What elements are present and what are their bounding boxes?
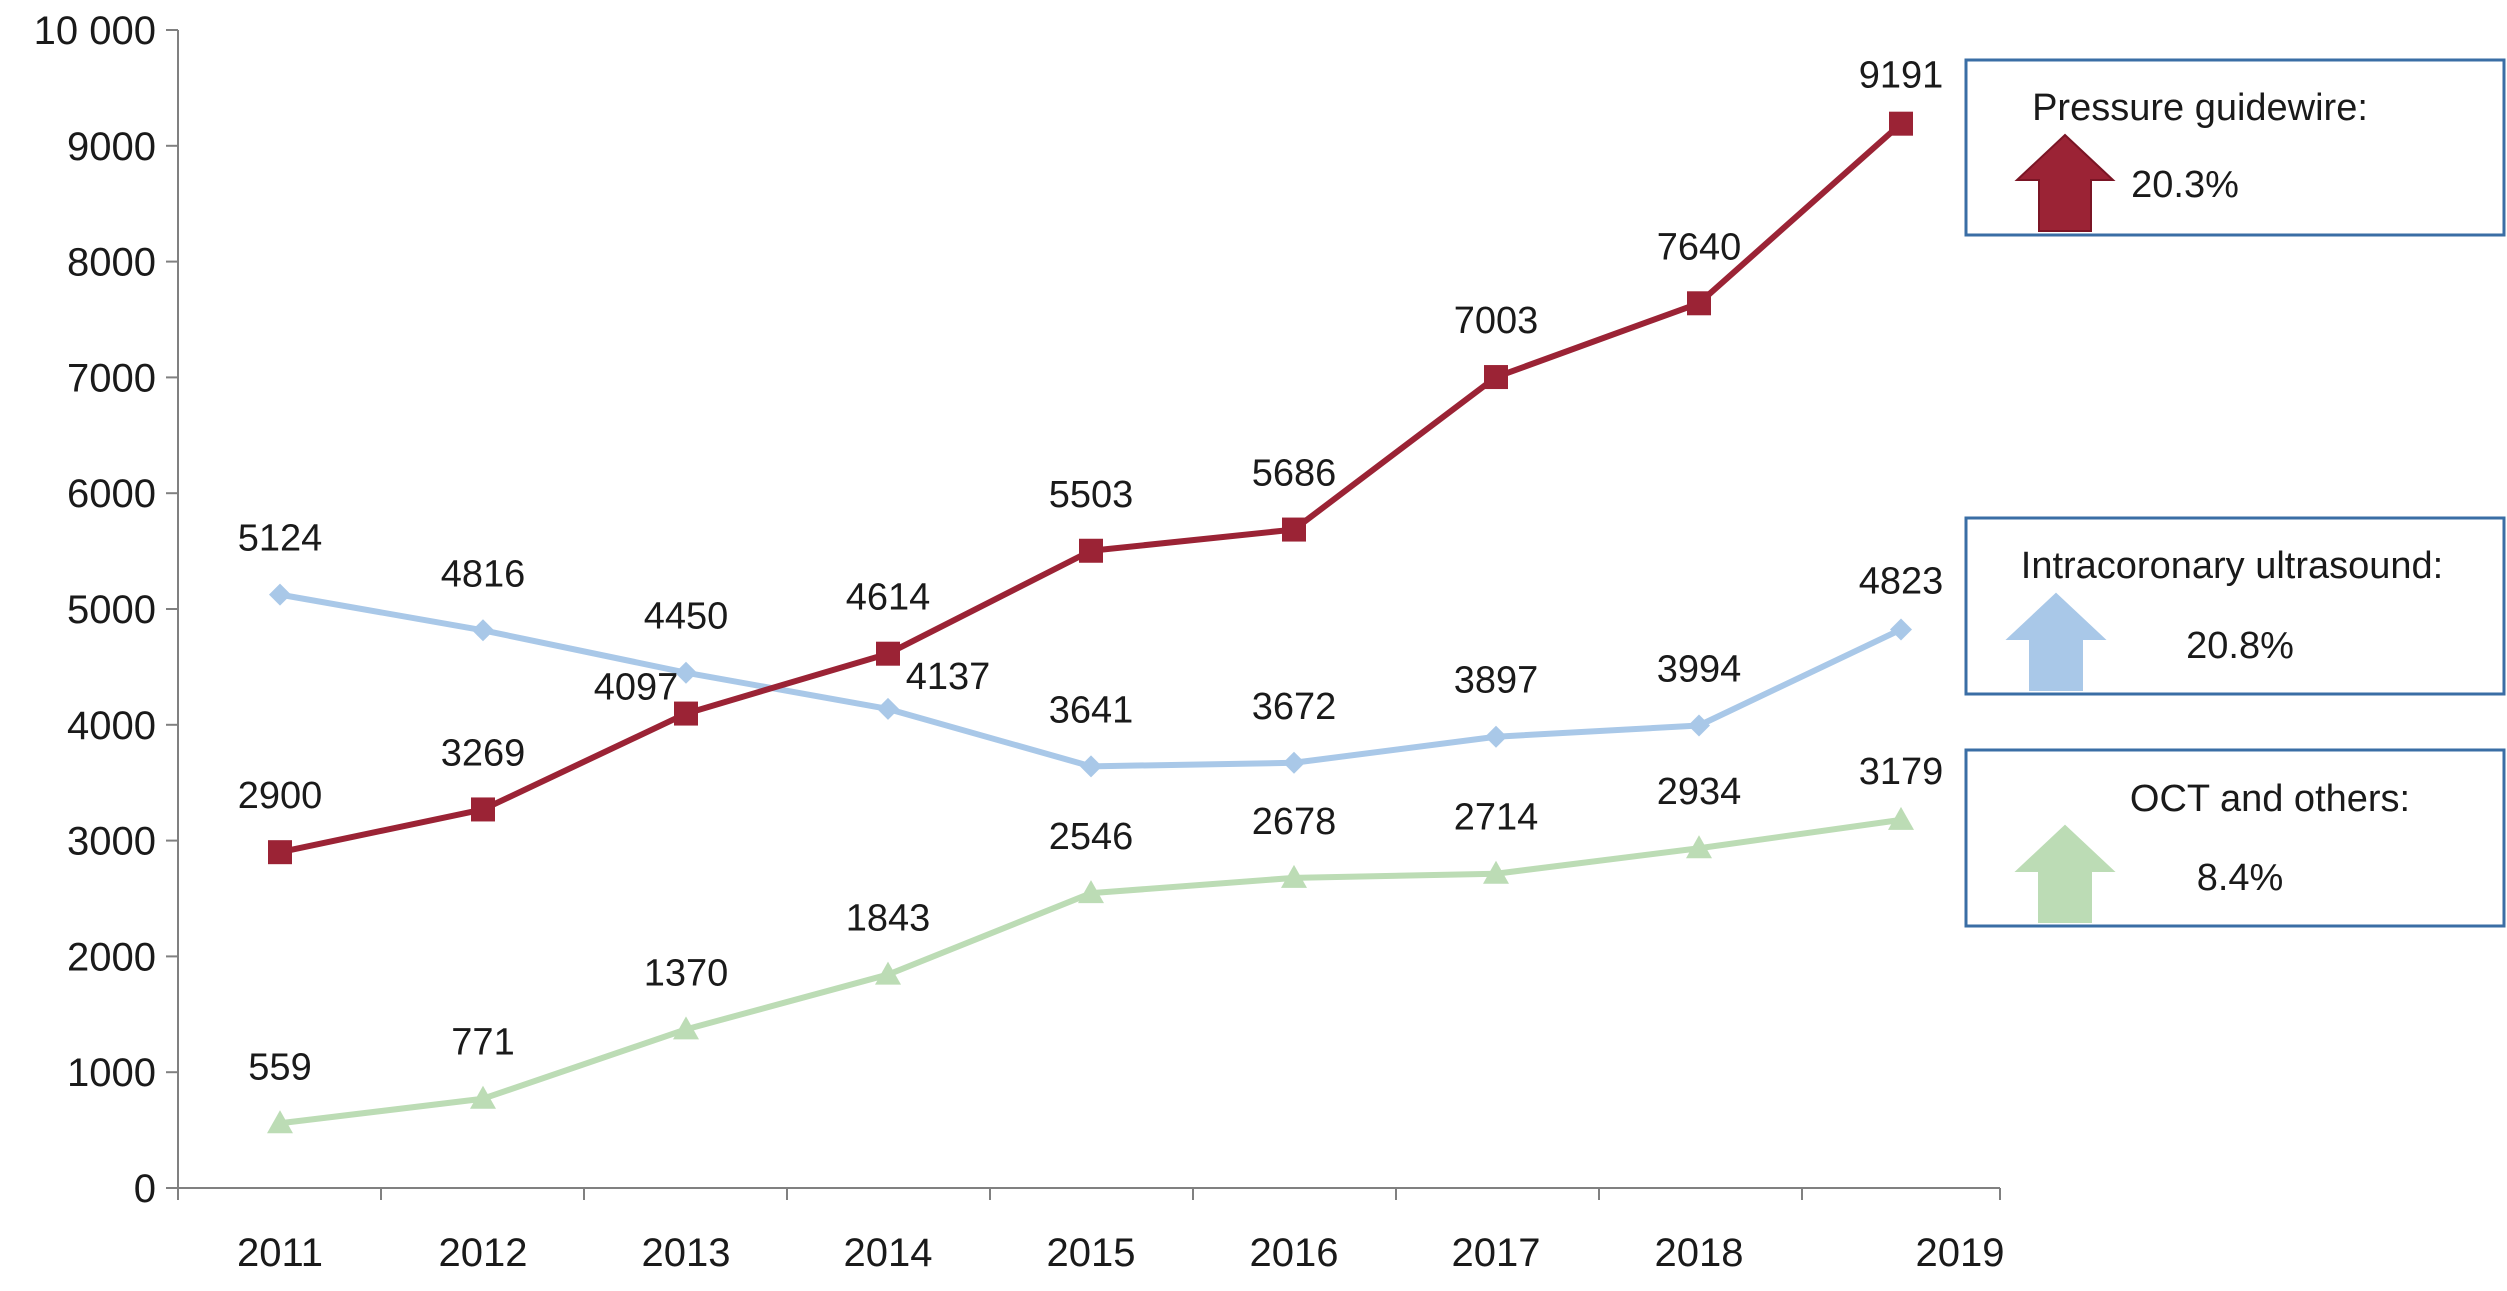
data-point-square	[471, 797, 495, 822]
legend-growth: 20.8%	[2186, 625, 2294, 667]
data-label: 3269	[441, 732, 526, 774]
data-point-square	[268, 840, 292, 865]
legend-growth: 20.3%	[2131, 164, 2239, 206]
legend-label: OCT and others:	[2130, 778, 2410, 820]
data-point-triangle	[1888, 806, 1914, 830]
data-point-square	[1282, 517, 1306, 542]
y-tick-label: 3000	[67, 820, 156, 864]
data-label: 2900	[238, 775, 323, 817]
data-point-square	[1687, 291, 1711, 316]
data-label: 4614	[846, 577, 931, 619]
data-point-square	[674, 701, 698, 726]
data-label: 5124	[238, 518, 323, 560]
data-label: 3994	[1657, 648, 1742, 690]
data-label: 1843	[846, 898, 931, 940]
data-point-diamond	[1485, 725, 1507, 748]
data-point-diamond	[1080, 755, 1102, 778]
legend-label: Pressure guidewire:	[2032, 87, 2368, 129]
data-label: 9191	[1859, 55, 1944, 97]
data-point-triangle	[1281, 864, 1307, 888]
y-tick-label: 8000	[67, 241, 156, 285]
data-label: 3641	[1049, 689, 1134, 731]
legend-item-ivus: Intracoronary ultrasound: 20.8%	[1964, 516, 2506, 696]
y-tick-label: 4000	[67, 704, 156, 748]
data-point-diamond	[877, 697, 899, 720]
data-point-diamond	[1890, 618, 1912, 641]
data-point-diamond	[472, 619, 494, 642]
data-point-diamond	[1688, 714, 1710, 737]
series-layer	[267, 111, 1914, 1134]
up-arrow-icon	[2014, 133, 2116, 232]
data-label: 4137	[906, 656, 991, 698]
data-point-triangle	[1078, 880, 1104, 904]
data-point-triangle	[1686, 835, 1712, 859]
y-tick-label: 9000	[67, 125, 156, 169]
series-ivus	[269, 583, 1912, 778]
data-label: 1370	[644, 952, 729, 994]
y-tick-label: 1000	[67, 1051, 156, 1095]
data-label: 7003	[1454, 300, 1539, 342]
y-tick-label: 0	[134, 1167, 156, 1211]
y-tick-label: 10 000	[34, 9, 156, 53]
legend-item-pressure: Pressure guidewire: 20.3%	[1964, 58, 2506, 237]
data-label: 5686	[1252, 453, 1337, 495]
data-label: 3179	[1859, 751, 1944, 793]
data-point-triangle	[673, 1016, 699, 1040]
axes: 0 1000 2000 3000 4000 5000 6000 7000 8000 9000 10 …	[34, 9, 2005, 1275]
x-tick-label: 2012	[439, 1231, 528, 1275]
x-tick-label: 2011	[237, 1231, 323, 1275]
x-tick-label: 2015	[1047, 1231, 1136, 1275]
data-label: 2934	[1657, 771, 1742, 813]
data-label: 2546	[1049, 816, 1134, 858]
series-line-oct	[279, 816, 1902, 1127]
data-point-square	[876, 641, 900, 666]
data-point-triangle	[267, 1110, 293, 1134]
series-pressure	[268, 111, 1913, 865]
data-label: 4097	[594, 667, 679, 709]
x-tick-label: 2018	[1655, 1231, 1744, 1275]
data-point-triangle	[1483, 860, 1509, 884]
up-arrow-icon	[2014, 824, 2116, 923]
data-label: 559	[248, 1046, 311, 1088]
data-label: 4816	[441, 553, 526, 595]
x-tick-label: 2014	[844, 1231, 933, 1275]
y-tick-label: 2000	[67, 935, 156, 979]
y-tick-label: 7000	[67, 356, 156, 400]
legend-item-oct: OCT and others: 8.4%	[1964, 748, 2506, 928]
series-oct	[267, 806, 1914, 1134]
data-point-diamond	[269, 583, 291, 606]
legend: Pressure guidewire: 20.3% Intracoronary ul…	[1964, 58, 2506, 928]
data-point-square	[1889, 111, 1913, 136]
data-label: 4823	[1859, 560, 1944, 602]
data-labels: 5124 4816 4450 4137 3641 3672 3897 3994 4823 2900…	[238, 55, 1944, 1089]
up-arrow-icon	[2005, 592, 2107, 691]
data-point-triangle	[470, 1085, 496, 1109]
x-tick-label: 2016	[1250, 1231, 1339, 1275]
legend-label: Intracoronary ultrasound:	[2021, 545, 2443, 587]
data-label: 7640	[1657, 226, 1742, 268]
data-label: 3672	[1252, 686, 1337, 728]
data-label: 5503	[1049, 474, 1134, 516]
data-label: 2678	[1252, 801, 1337, 843]
y-tick-label: 5000	[67, 588, 156, 632]
data-label: 771	[451, 1022, 514, 1064]
data-point-square	[1484, 365, 1508, 390]
data-point-square	[1079, 538, 1103, 563]
data-point-triangle	[875, 961, 901, 985]
legend-growth: 8.4%	[2197, 857, 2284, 899]
data-label: 4450	[644, 596, 729, 638]
data-label: 3897	[1454, 660, 1539, 702]
x-tick-label: 2017	[1452, 1231, 1541, 1275]
data-label: 2714	[1454, 797, 1539, 839]
y-tick-label: 6000	[67, 472, 156, 516]
x-tick-label: 2013	[642, 1231, 731, 1275]
data-point-diamond	[1283, 751, 1305, 774]
x-tick-label: 2019	[1916, 1231, 2005, 1275]
data-point-diamond	[675, 661, 697, 684]
